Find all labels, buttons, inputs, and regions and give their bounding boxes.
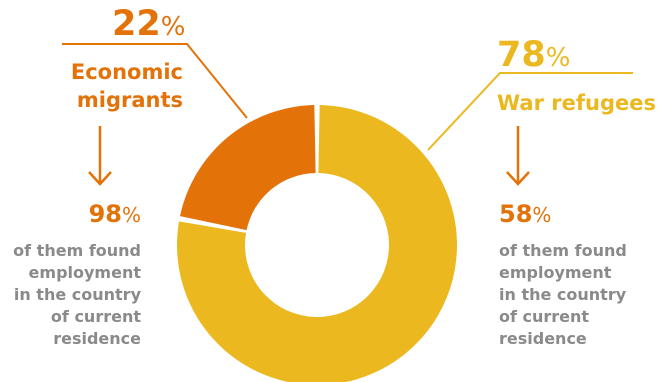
right-employment-line: in the country: [499, 285, 627, 304]
right-leader-line: [427, 72, 633, 151]
arrow-down-icon: [506, 126, 530, 186]
right-employment-line: residence: [499, 329, 587, 348]
right-share-unit: %: [545, 43, 571, 73]
right-label: War refugees: [497, 89, 656, 117]
left-employment-line: employment: [28, 263, 141, 282]
left-share-unit: %: [160, 12, 186, 42]
left-share-value: 22: [112, 4, 161, 44]
right-employment-value: 58: [499, 200, 533, 228]
left-label-line1: Economic: [70, 60, 183, 84]
left-share-figure: 22%: [112, 7, 185, 42]
right-employment-text: of them found employment in the country …: [499, 240, 627, 350]
donut-slices: [177, 105, 457, 382]
left-employment-line: of current: [50, 307, 141, 326]
right-employment-line: employment: [499, 263, 612, 282]
left-employment-text: of them found employment in the country …: [13, 240, 141, 350]
donut-slice-economic-migrants: [180, 105, 316, 231]
right-employment-line: of them found: [499, 241, 627, 260]
right-employment-line: of current: [499, 307, 590, 326]
left-label-line2: migrants: [76, 88, 183, 112]
donut-slice-war-refugees: [177, 105, 457, 382]
left-employment-figure: 98%: [89, 202, 141, 226]
left-employment-unit: %: [121, 203, 141, 227]
left-employment-line: in the country: [13, 285, 141, 304]
left-employment-line: of them found: [13, 241, 141, 260]
right-share-figure: 78%: [497, 38, 570, 73]
left-leader-line: [62, 43, 248, 119]
right-employment-figure: 58%: [499, 202, 551, 226]
left-label: Economic migrants: [71, 58, 183, 114]
right-label-text: War refugees: [497, 91, 656, 115]
right-share-value: 78: [497, 35, 546, 75]
right-employment-unit: %: [532, 203, 552, 227]
arrow-down-icon: [88, 126, 112, 186]
left-employment-value: 98: [88, 200, 122, 228]
left-employment-line: residence: [53, 329, 141, 348]
